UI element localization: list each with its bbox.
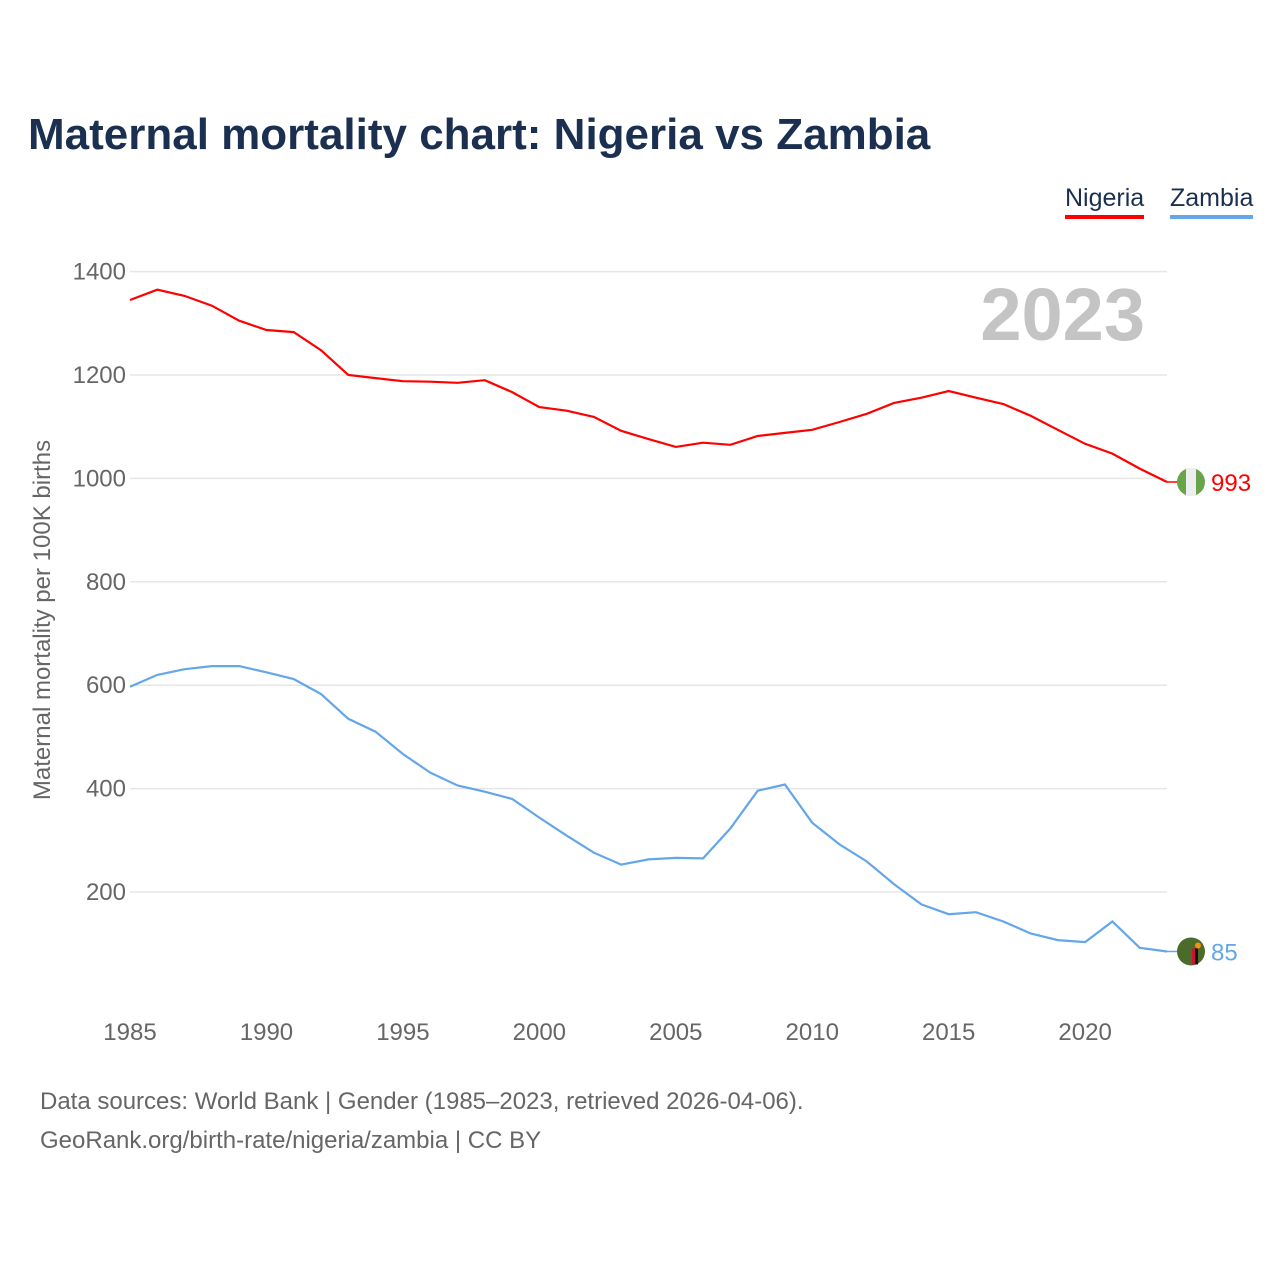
end-value-label: 85 <box>1211 939 1238 966</box>
y-tick-label: 800 <box>86 569 126 596</box>
series-line-zambia <box>129 664 1168 953</box>
x-tick-label: 1990 <box>240 1019 293 1046</box>
legend-nigeria[interactable]: Nigeria <box>1065 184 1145 219</box>
y-tick-label: 1000 <box>73 465 126 492</box>
source-url: GeoRank.org/birth-rate/nigeria/zambia | … <box>40 1127 542 1154</box>
y-tick-label: 1400 <box>73 259 126 286</box>
y-tick-label: 200 <box>86 879 126 906</box>
series-line-nigeria <box>129 288 1168 483</box>
chart-title: Maternal mortality chart: Nigeria vs Zam… <box>28 110 931 159</box>
zambia-flag-eagle <box>1195 942 1201 949</box>
y-axis-label: Maternal mortality per 100K births <box>29 440 56 800</box>
x-tick-label: 2020 <box>1058 1019 1111 1046</box>
year-watermark: 2023 <box>980 273 1145 356</box>
x-tick-label: 2005 <box>649 1019 702 1046</box>
source-note: Data sources: World Bank | Gender (1985–… <box>40 1088 804 1115</box>
x-tick-label: 1985 <box>103 1019 156 1046</box>
x-tick-label: 2000 <box>513 1019 566 1046</box>
x-tick-label: 2015 <box>922 1019 975 1046</box>
nigeria-flag-stripe <box>1186 468 1196 497</box>
zambia-flag-icon <box>1177 937 1205 966</box>
zambia-flag-stripe <box>1195 948 1198 965</box>
zambia-flag-stripe <box>1192 948 1195 965</box>
legend-zambia[interactable]: Zambia <box>1170 184 1254 219</box>
y-tick-label: 1200 <box>73 362 126 389</box>
x-tick-label: 2010 <box>786 1019 839 1046</box>
y-tick-label: 400 <box>86 776 126 803</box>
y-tick-label: 600 <box>86 672 126 699</box>
x-tick-label: 1995 <box>376 1019 429 1046</box>
end-value-label: 993 <box>1211 470 1251 497</box>
